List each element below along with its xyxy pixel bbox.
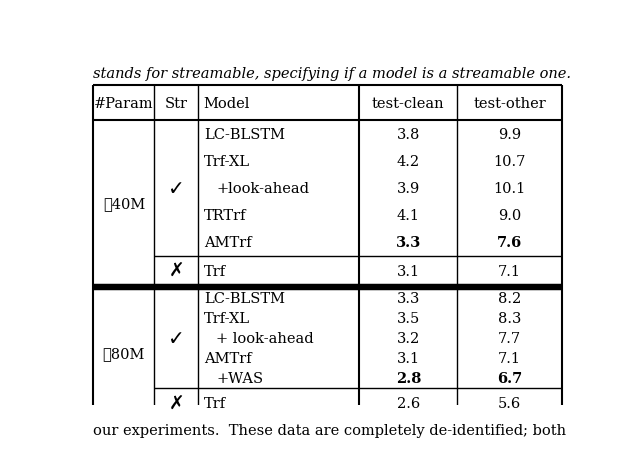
- Text: 3.8: 3.8: [397, 128, 420, 142]
- Text: 9.9: 9.9: [498, 128, 521, 142]
- Text: LC-BLSTM: LC-BLSTM: [204, 128, 285, 142]
- Text: 7.1: 7.1: [498, 264, 521, 278]
- Text: ✗: ✗: [169, 262, 184, 280]
- Text: Trf: Trf: [204, 264, 226, 278]
- Text: 3.3: 3.3: [396, 236, 421, 249]
- Text: test-clean: test-clean: [372, 96, 445, 111]
- Text: + look-ahead: + look-ahead: [217, 332, 314, 345]
- Text: 9.0: 9.0: [498, 208, 521, 222]
- Text: 3.2: 3.2: [397, 332, 420, 345]
- Text: 4.2: 4.2: [397, 155, 420, 169]
- Text: 4.1: 4.1: [397, 208, 420, 222]
- Text: 10.7: 10.7: [493, 155, 526, 169]
- Text: ✗: ✗: [169, 394, 184, 413]
- Text: 3.1: 3.1: [397, 264, 420, 278]
- Text: ≀80M: ≀80M: [103, 346, 145, 360]
- Text: +WAS: +WAS: [217, 372, 263, 385]
- Text: 8.2: 8.2: [498, 292, 521, 306]
- Text: 5.6: 5.6: [498, 396, 521, 410]
- Text: Trf-XL: Trf-XL: [204, 312, 250, 326]
- Text: 3.9: 3.9: [397, 182, 420, 196]
- Text: 3.5: 3.5: [397, 312, 420, 326]
- Text: ✓: ✓: [168, 329, 185, 348]
- Text: AMTrf: AMTrf: [204, 352, 252, 365]
- Text: test-other: test-other: [473, 96, 546, 111]
- Text: 2.8: 2.8: [396, 372, 421, 385]
- Text: +look-ahead: +look-ahead: [217, 182, 309, 196]
- Text: LC-BLSTM: LC-BLSTM: [204, 292, 285, 306]
- Text: ✓: ✓: [168, 179, 185, 198]
- Text: our experiments.  These data are completely de-identified; both: our experiments. These data are complete…: [93, 424, 566, 438]
- Text: 2.6: 2.6: [397, 396, 420, 410]
- Text: Model: Model: [203, 96, 249, 111]
- Text: AMTrf: AMTrf: [204, 236, 252, 249]
- Text: Trf: Trf: [204, 396, 226, 410]
- Text: 8.3: 8.3: [498, 312, 521, 326]
- Text: 7.6: 7.6: [497, 236, 522, 249]
- Text: 7.1: 7.1: [498, 352, 521, 365]
- Text: TRTrf: TRTrf: [204, 208, 247, 222]
- Text: Trf-XL: Trf-XL: [204, 155, 250, 169]
- Text: 10.1: 10.1: [493, 182, 526, 196]
- Text: ≀40M: ≀40M: [103, 197, 145, 211]
- Text: 3.1: 3.1: [397, 352, 420, 365]
- Text: 7.7: 7.7: [498, 332, 521, 345]
- Text: Str: Str: [165, 96, 188, 111]
- Text: 6.7: 6.7: [497, 372, 522, 385]
- Text: #Param: #Param: [94, 96, 154, 111]
- Text: 3.3: 3.3: [397, 292, 420, 306]
- Text: stands for streamable, specifying if a model is a streamable one.: stands for streamable, specifying if a m…: [93, 67, 571, 81]
